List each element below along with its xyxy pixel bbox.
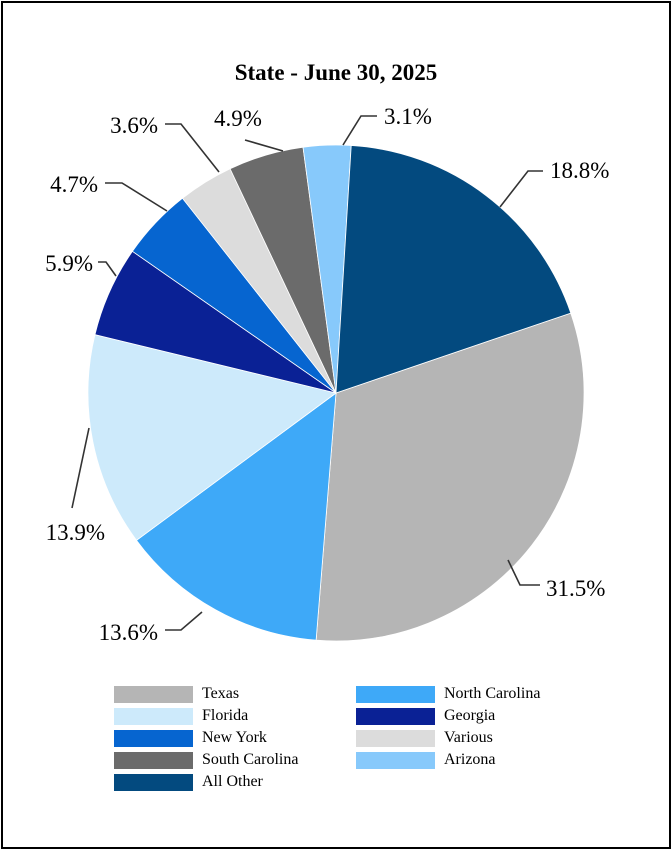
data-label-texas: 31.5% xyxy=(546,576,605,601)
leader-line-various xyxy=(165,123,220,173)
leader-line-florida xyxy=(71,427,90,509)
data-label-various: 3.6% xyxy=(110,113,158,138)
data-label-arizona: 3.1% xyxy=(384,104,432,129)
pie-slice-all-other xyxy=(335,145,572,394)
data-label-florida: 13.9% xyxy=(46,520,105,545)
pie-slice-north-carolina xyxy=(135,392,337,641)
leader-line-georgia xyxy=(98,261,117,277)
data-label-north-carolina: 13.6% xyxy=(99,620,158,645)
data-label-south-carolina: 4.9% xyxy=(214,106,262,131)
leader-line-texas xyxy=(507,559,540,586)
pie-slice-florida xyxy=(87,334,337,541)
data-label-georgia: 5.9% xyxy=(45,251,93,276)
pie-slice-texas xyxy=(315,312,585,642)
leader-line-new-york xyxy=(105,182,168,212)
leader-line-north-carolina xyxy=(165,611,203,631)
data-label-new-york: 4.7% xyxy=(50,172,98,197)
leader-line-arizona xyxy=(342,115,377,146)
data-label-all-other: 18.8% xyxy=(550,158,609,183)
chart-title: State - June 30, 2025 xyxy=(234,60,438,85)
leader-line-south-carolina xyxy=(244,139,284,152)
leader-line-all-other xyxy=(499,170,543,208)
